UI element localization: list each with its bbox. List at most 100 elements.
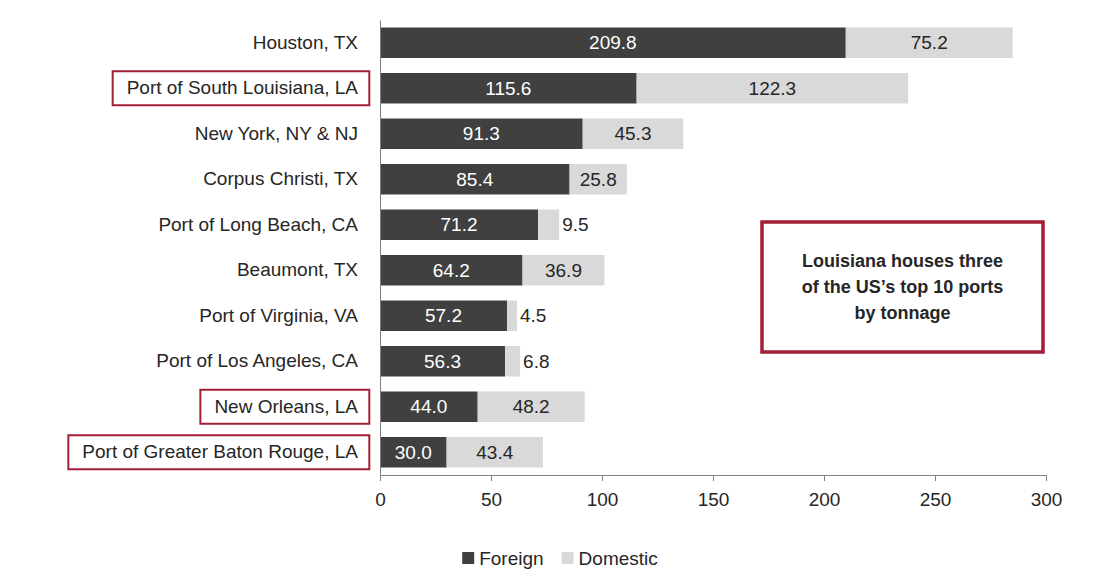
tick: Beaumont, TX	[237, 259, 380, 280]
highlight-box	[68, 435, 369, 469]
bar	[380, 73, 637, 103]
category-label: Corpus Christi, TX	[203, 168, 358, 189]
data-label: 85.4	[456, 169, 493, 190]
highlight-box	[113, 71, 370, 105]
data-label: 44.0	[410, 396, 447, 417]
tick-mark	[824, 475, 825, 481]
tick: 50	[481, 475, 502, 510]
bar	[570, 164, 627, 194]
data-label: 91.3	[463, 123, 500, 144]
tick-label: 150	[698, 489, 730, 510]
highlight-box	[200, 390, 369, 424]
x-axis: 0 50 100 150 200 250 300	[375, 475, 1062, 510]
bar	[507, 301, 517, 331]
annotation-box	[762, 222, 1043, 352]
tick-label: 50	[481, 489, 502, 510]
tick: 200	[809, 475, 841, 510]
tick-mark	[602, 475, 603, 481]
tick: 100	[587, 475, 619, 510]
category-label: New Orleans, LA	[214, 396, 358, 417]
tick-label: 200	[809, 489, 841, 510]
category-label: Port of South Louisiana, LA	[127, 77, 359, 98]
tick-mark	[935, 475, 936, 481]
data-label: 9.5	[562, 214, 588, 235]
category-label: Beaumont, TX	[237, 259, 358, 280]
annotation: Louisiana houses three of the US’s top 10…	[802, 251, 1003, 323]
bar	[380, 437, 447, 467]
data-label: 115.6	[485, 78, 531, 99]
tick: Port of South Louisiana, LA	[113, 71, 380, 105]
bar	[380, 210, 538, 240]
tick: New Orleans, LA	[200, 390, 380, 424]
bar	[637, 73, 909, 103]
data-label: 45.3	[614, 123, 651, 144]
data-label: 36.9	[545, 260, 582, 281]
data-label: 4.5	[520, 305, 546, 326]
category-label: Port of Virginia, VA	[199, 305, 358, 326]
data-label: 75.2	[911, 32, 948, 53]
tick-label: 100	[587, 489, 619, 510]
tick: New York, NY & NJ	[195, 123, 380, 144]
bar	[380, 164, 570, 194]
y-axis-line	[380, 21, 381, 476]
legend-swatch	[562, 552, 574, 564]
tick-label: 0	[375, 489, 386, 510]
data-label: 30.0	[395, 442, 432, 463]
data-label: 56.3	[424, 351, 461, 372]
data-label: 43.4	[476, 442, 513, 463]
legend-swatch	[462, 552, 474, 564]
data-label: 64.2	[433, 260, 470, 281]
annotation-line: of the US’s top 10 ports	[802, 277, 1003, 297]
bar	[380, 301, 507, 331]
bar	[523, 255, 605, 285]
data-label: 57.2	[425, 305, 462, 326]
data-label: 6.8	[523, 351, 549, 372]
bar	[380, 346, 505, 376]
tick: 250	[920, 475, 952, 510]
legend-item: Domestic	[562, 548, 658, 569]
category-label: Port of Long Beach, CA	[158, 214, 358, 235]
bar	[380, 392, 478, 422]
tick: Port of Virginia, VA	[199, 305, 380, 326]
category-label: New York, NY & NJ	[195, 123, 358, 144]
tick: Port of Greater Baton Rouge, LA	[68, 435, 380, 469]
tick-mark	[1046, 475, 1047, 481]
legend-label: Foreign	[479, 548, 543, 569]
category-label: Houston, TX	[253, 32, 359, 53]
data-label: 48.2	[513, 396, 550, 417]
bar	[380, 119, 583, 149]
legend: Foreign Domestic	[462, 548, 658, 569]
bar	[478, 392, 585, 422]
annotation-line: by tonnage	[854, 303, 950, 323]
tick: 300	[1031, 475, 1063, 510]
tick-label: 300	[1031, 489, 1063, 510]
bar	[538, 210, 559, 240]
tick: Corpus Christi, TX	[203, 168, 380, 189]
tick-label: 250	[920, 489, 952, 510]
tick-mark	[713, 475, 714, 481]
data-label: 25.8	[580, 169, 617, 190]
tick: Port of Long Beach, CA	[158, 214, 380, 235]
annotation-line: Louisiana houses three	[802, 251, 1003, 271]
legend-item: Foreign	[462, 548, 543, 569]
data-label: 209.8	[589, 32, 637, 53]
tick-mark	[380, 475, 381, 481]
tick: Port of Los Angeles, CA	[156, 350, 380, 371]
bar	[380, 28, 846, 58]
bar	[447, 437, 543, 467]
y-axis: Houston, TX Port of South Louisiana, LA Ne…	[68, 21, 380, 476]
category-label: Port of Los Angeles, CA	[156, 350, 358, 371]
tick: 0	[375, 475, 386, 510]
bar	[380, 255, 523, 285]
tick: 150	[698, 475, 730, 510]
tick-mark	[491, 475, 492, 481]
bar	[846, 28, 1013, 58]
tick: Houston, TX	[253, 32, 380, 53]
data-label: 71.2	[441, 214, 478, 235]
bar	[583, 119, 684, 149]
data-label: 122.3	[749, 78, 797, 99]
bar	[505, 346, 520, 376]
legend-label: Domestic	[579, 548, 658, 569]
chart: 209.8 115.6 91.3 85.4 71.2 64.2 57.2 56.3 44.0 30…	[0, 0, 1105, 585]
category-label: Port of Greater Baton Rouge, LA	[82, 441, 358, 462]
